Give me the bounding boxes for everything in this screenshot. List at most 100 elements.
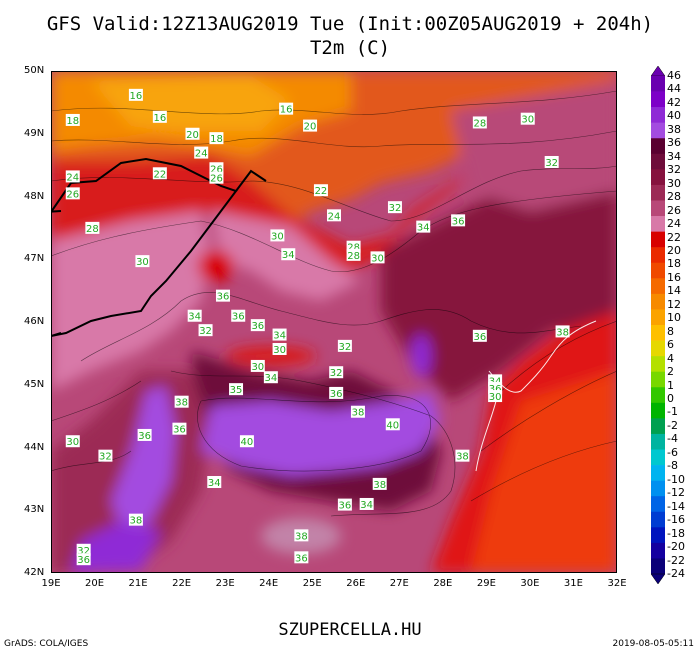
- colorbar-label: -6: [667, 445, 678, 459]
- temp-value-label: 20: [303, 119, 318, 133]
- svg-text:36: 36: [173, 425, 186, 436]
- temp-value-label: 16: [279, 102, 294, 116]
- svg-text:16: 16: [153, 113, 166, 124]
- colorbar-swatch: [651, 542, 665, 559]
- date-label: 2019-08-05-05:11: [612, 639, 695, 649]
- lat-label: 43N: [24, 504, 45, 516]
- temp-value-label: 36: [451, 214, 466, 227]
- colorbar-label: 38: [667, 122, 681, 136]
- svg-text:36: 36: [473, 332, 486, 343]
- svg-text:34: 34: [265, 373, 278, 384]
- temp-value-label: 34: [416, 220, 431, 234]
- colorbar-label: -14: [667, 499, 685, 513]
- svg-text:40: 40: [386, 420, 399, 431]
- temperature-field: [51, 71, 617, 573]
- temp-value-label: 28: [346, 248, 361, 262]
- svg-text:30: 30: [271, 231, 284, 242]
- colorbar-top-arrow: [651, 66, 665, 77]
- colorbar-label: -8: [667, 459, 678, 473]
- temperature-map: 16 18 16 16 20 20 18 24 26 26 22 24 26 28 30 32 22 24 32 34…: [51, 71, 617, 573]
- lon-label: 20E: [85, 578, 105, 589]
- temp-value-label: 32: [329, 366, 344, 379]
- colorbar-label: 42: [667, 95, 681, 109]
- colorbar-swatch: [651, 511, 665, 528]
- colorbar-label: -12: [667, 486, 685, 500]
- colorbar: [651, 66, 665, 584]
- svg-text:36: 36: [232, 312, 245, 323]
- lat-label: 48N: [24, 190, 45, 202]
- colorbar-label: 34: [667, 149, 681, 163]
- temp-value-label: 36: [472, 329, 487, 343]
- temp-value-label: 35: [229, 383, 244, 396]
- lat-label: 45N: [24, 378, 45, 390]
- temp-value-label: 40: [239, 435, 254, 448]
- colorbar-swatch: [651, 449, 665, 466]
- svg-text:30: 30: [273, 345, 286, 356]
- lon-label: 29E: [476, 578, 496, 589]
- svg-text:20: 20: [304, 122, 317, 133]
- temp-value-label: 36: [137, 428, 152, 442]
- lon-label: 32E: [607, 578, 627, 589]
- svg-text:34: 34: [417, 223, 430, 234]
- temp-value-label: 24: [65, 170, 80, 183]
- colorbar-swatch: [651, 371, 665, 388]
- svg-text:28: 28: [347, 243, 360, 254]
- svg-text:24: 24: [328, 211, 341, 222]
- colorbar-swatch: [651, 216, 665, 232]
- temp-value-label: 34: [272, 328, 287, 342]
- svg-text:26: 26: [210, 174, 223, 185]
- lat-label: 46N: [24, 316, 45, 327]
- temp-value-label: 28: [472, 116, 487, 129]
- colorbar-swatch: [651, 231, 665, 248]
- temp-value-label: 24: [327, 209, 341, 222]
- colorbar-label: 10: [667, 311, 681, 325]
- lon-label: 25E: [302, 578, 322, 589]
- temp-value-label: 32: [76, 543, 91, 557]
- colorbar-label: 40: [667, 109, 681, 123]
- temp-value-label: 38: [294, 529, 309, 542]
- svg-text:16: 16: [280, 105, 293, 116]
- lat-label: 42N: [24, 567, 45, 578]
- temp-value-label: 38: [350, 405, 365, 419]
- temp-value-label: 22: [152, 167, 167, 180]
- temp-value-label: 38: [555, 325, 570, 338]
- svg-text:24: 24: [66, 172, 79, 183]
- temp-value-label: 30: [65, 435, 80, 448]
- colorbar-swatch: [651, 122, 665, 139]
- colorbar-label: -20: [667, 540, 685, 554]
- colorbar-swatch: [651, 402, 665, 419]
- svg-text:22: 22: [315, 186, 328, 197]
- colorbar-swatch: [651, 247, 665, 264]
- colorbar-swatch: [651, 340, 665, 357]
- temp-value-label: 34: [263, 371, 278, 384]
- colorbar-label: 16: [667, 270, 681, 284]
- lat-label: 49N: [24, 127, 45, 139]
- svg-text:32: 32: [330, 368, 343, 379]
- temp-value-label: 32: [198, 324, 213, 337]
- temp-value-label: 36: [337, 498, 352, 512]
- svg-text:28: 28: [473, 118, 486, 129]
- svg-text:32: 32: [389, 203, 402, 214]
- temp-value-label: 28: [85, 221, 100, 235]
- svg-text:36: 36: [77, 555, 90, 566]
- svg-text:40: 40: [241, 437, 254, 448]
- lon-label: 21E: [128, 578, 148, 589]
- temp-value-label: 30: [488, 390, 503, 403]
- map-subtitle: T2m (C): [309, 37, 391, 59]
- temp-value-label: 18: [65, 113, 80, 127]
- colorbar-label: 12: [667, 297, 681, 311]
- temp-value-label: 32: [337, 339, 352, 353]
- lon-label: 24E: [259, 578, 279, 589]
- svg-text:22: 22: [153, 169, 166, 180]
- colorbar-swatch: [651, 184, 665, 201]
- colorbar-label: -4: [667, 432, 678, 446]
- svg-text:32: 32: [99, 452, 112, 463]
- colorbar-label: -16: [667, 513, 685, 527]
- colorbar-swatch: [651, 169, 665, 186]
- temp-value-label: 30: [270, 229, 285, 242]
- lat-label: 44N: [24, 441, 45, 453]
- colorbar-swatch: [651, 293, 665, 310]
- colorbar-swatch: [651, 558, 665, 575]
